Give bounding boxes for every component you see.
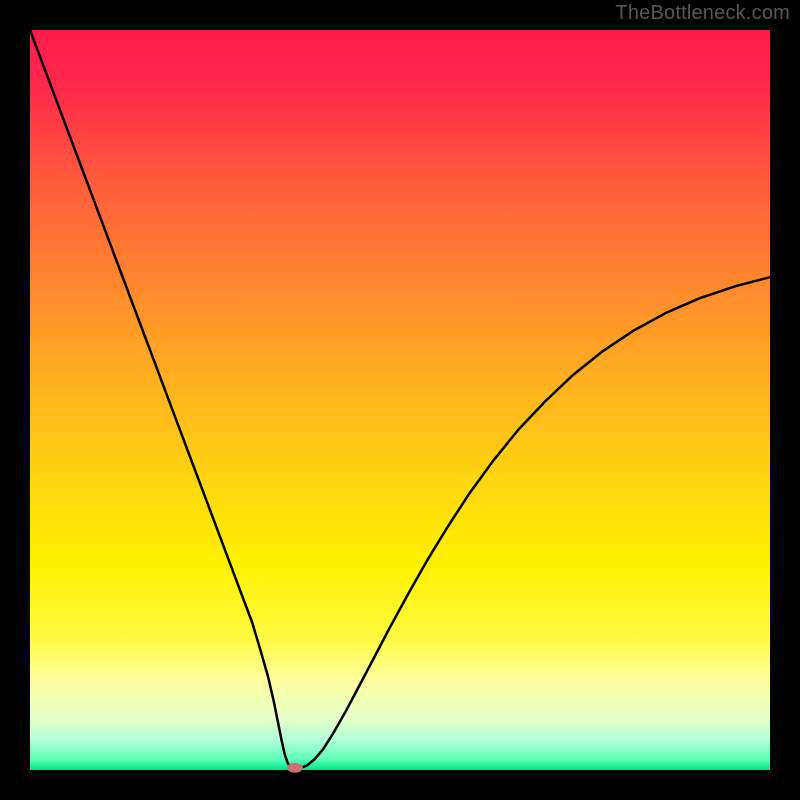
chart-canvas: TheBottleneck.com: [0, 0, 800, 800]
optimum-marker: [288, 763, 303, 772]
bottleneck-curve-plot: [0, 0, 800, 800]
plot-background: [30, 30, 770, 770]
